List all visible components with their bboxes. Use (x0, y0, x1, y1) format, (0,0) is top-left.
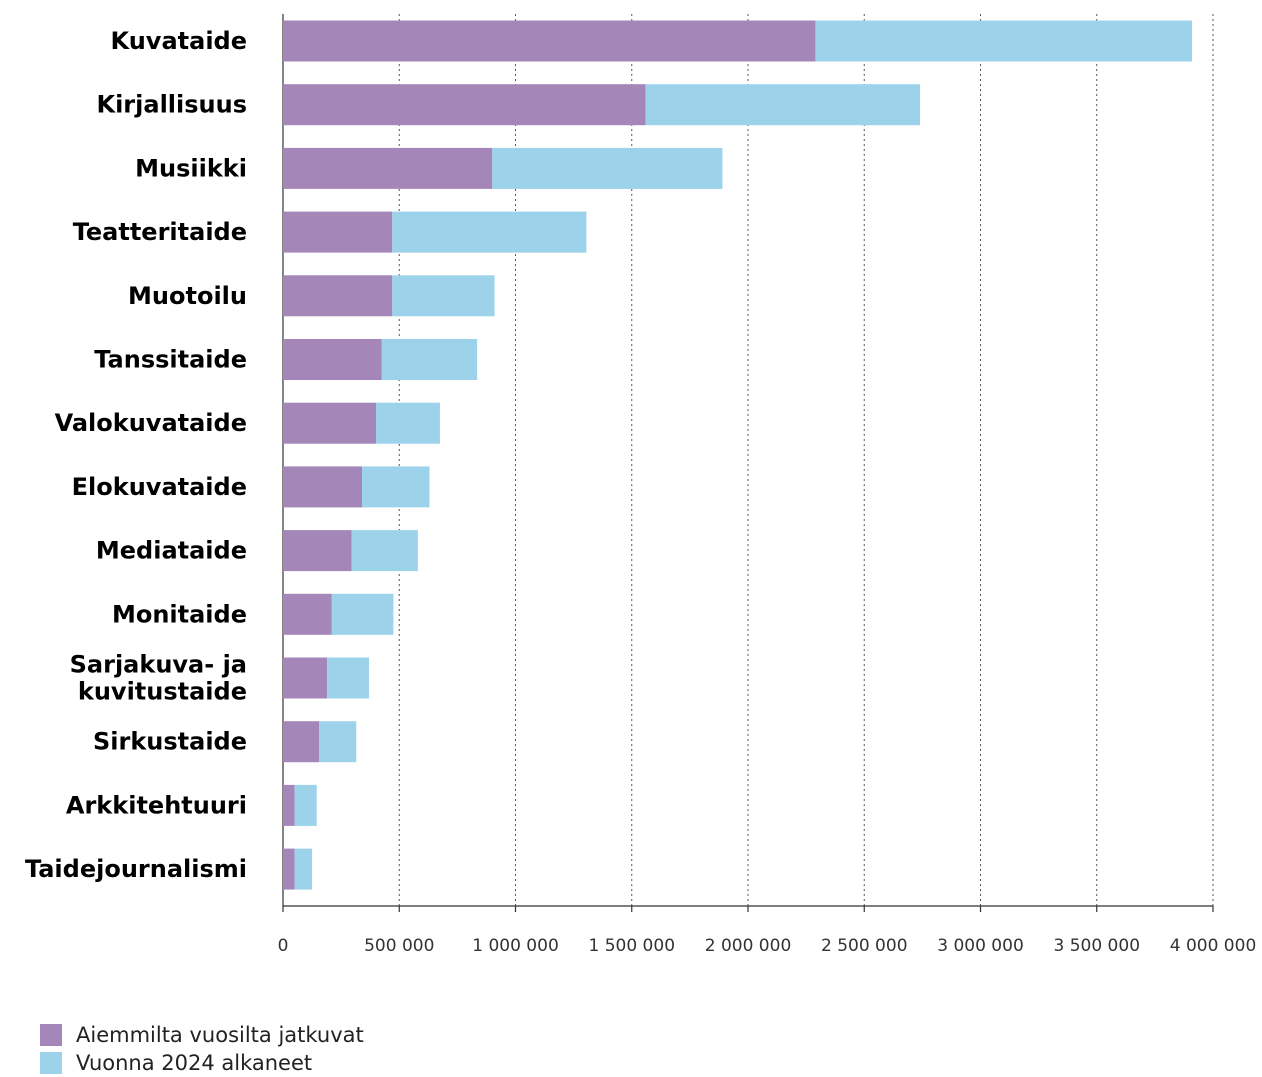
bar-continuing (283, 657, 328, 699)
bar-new (319, 721, 357, 763)
bar-chart: 0 500 000 1 000 000 1 500 000 2 000 000 2 500… (25, 14, 1257, 956)
category-label: Valokuvataide (55, 409, 247, 437)
bar-new (327, 657, 370, 699)
category-label: Arkkitehtuuri (66, 791, 247, 819)
x-tick-label: 1 500 000 (588, 936, 675, 956)
category-label: Muotoilu (128, 282, 247, 310)
bar-continuing (283, 466, 363, 508)
bar-new (362, 466, 430, 508)
x-tick-label: 2 500 000 (821, 936, 908, 956)
category-label: Sarjakuva- ja (70, 651, 247, 679)
bar-continuing (283, 84, 646, 126)
category-label: Sirkustaide (93, 728, 247, 756)
bar-new (351, 530, 418, 572)
bar-continuing (283, 20, 816, 62)
bar-continuing (283, 402, 376, 444)
x-tick-label: 3 000 000 (937, 936, 1024, 956)
x-tick-label: 2 000 000 (705, 936, 792, 956)
category-label: Monitaide (112, 600, 247, 628)
bar-continuing (283, 784, 295, 826)
category-label: Tanssitaide (94, 346, 247, 374)
bar-new (376, 402, 440, 444)
legend-label-continuing: Aiemmilta vuosilta jatkuvat (76, 1023, 364, 1047)
x-tick-label: 1 000 000 (472, 936, 559, 956)
category-label: Musiikki (135, 154, 247, 182)
category-label: Taidejournalismi (25, 855, 247, 883)
bar-new (492, 147, 723, 189)
bar-continuing (283, 147, 493, 189)
bar-new (815, 20, 1193, 62)
x-tick-label: 500 000 (364, 936, 434, 956)
legend-item-new: Vuonna 2024 alkaneet (40, 1049, 364, 1077)
bar-new (381, 339, 478, 380)
bar-continuing (283, 530, 352, 572)
bar-continuing (283, 275, 393, 317)
bar-new (294, 784, 317, 826)
bar-new (294, 848, 313, 890)
legend-label-new: Vuonna 2024 alkaneet (76, 1051, 313, 1075)
x-tick-label: 0 (278, 936, 289, 956)
bar-new (392, 275, 495, 317)
x-tick-label: 3 500 000 (1053, 936, 1140, 956)
bar-new (331, 593, 394, 635)
category-label: Kuvataide (111, 27, 247, 55)
bar-continuing (283, 721, 320, 763)
bar-continuing (283, 593, 332, 635)
category-label: Elokuvataide (72, 473, 247, 501)
bar-new (645, 84, 921, 126)
bar-new (392, 211, 587, 253)
category-label: kuvitustaide (78, 678, 247, 706)
bar-continuing (283, 848, 295, 890)
legend-swatch-new (40, 1052, 62, 1074)
legend-swatch-continuing (40, 1024, 62, 1046)
bar-continuing (283, 211, 393, 253)
category-label: Teatteritaide (73, 218, 247, 246)
legend-item-continuing: Aiemmilta vuosilta jatkuvat (40, 1021, 364, 1049)
category-label: Kirjallisuus (96, 91, 247, 119)
bar-continuing (283, 339, 382, 380)
legend: Aiemmilta vuosilta jatkuvat Vuonna 2024 … (40, 1021, 364, 1077)
category-label: Mediataide (96, 537, 247, 565)
x-tick-label: 4 000 000 (1170, 936, 1257, 956)
